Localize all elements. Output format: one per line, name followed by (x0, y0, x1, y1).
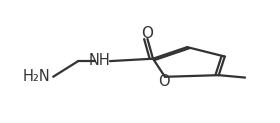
Text: O: O (158, 74, 169, 89)
Text: H₂N: H₂N (23, 69, 50, 84)
Text: NH: NH (88, 53, 110, 68)
Text: O: O (141, 26, 153, 41)
